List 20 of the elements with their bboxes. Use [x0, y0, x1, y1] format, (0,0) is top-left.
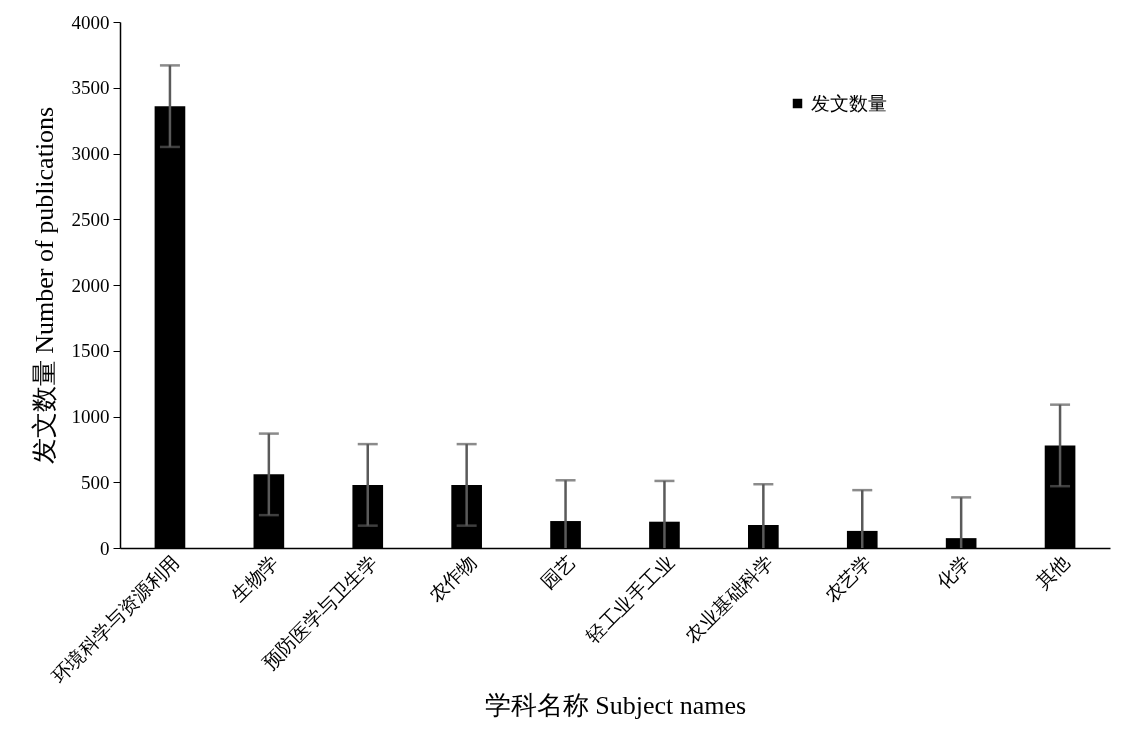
y-tick-label: 500	[81, 471, 110, 493]
x-tick-label: 轻工业手工业	[582, 551, 678, 647]
legend-label: 发文数量	[811, 92, 887, 114]
y-tick-label: 0	[100, 537, 110, 559]
x-tick-label: 其他	[1031, 551, 1074, 593]
y-tick-label: 3500	[71, 77, 110, 99]
y-axis-title: 发文数量 Number of publications	[29, 106, 59, 465]
y-tick-label: 4000	[71, 11, 110, 33]
x-tick-label: 园艺	[537, 551, 579, 593]
x-tick-label: 农作物	[424, 551, 481, 607]
y-tick-label: 1000	[71, 406, 110, 427]
x-tick-label: 生物学	[227, 551, 283, 607]
y-tick-label: 1500	[71, 340, 110, 362]
x-axis-title: 学科名称 Subject names	[484, 690, 747, 720]
x-tick-label: 农业基础科学	[681, 551, 777, 647]
x-tick-label: 农艺学	[820, 551, 876, 607]
y-tick-label: 3000	[71, 143, 110, 164]
x-tick-label: 化学	[932, 551, 975, 593]
y-tick-label: 2500	[71, 208, 110, 230]
y-tick-label: 2000	[71, 274, 110, 296]
